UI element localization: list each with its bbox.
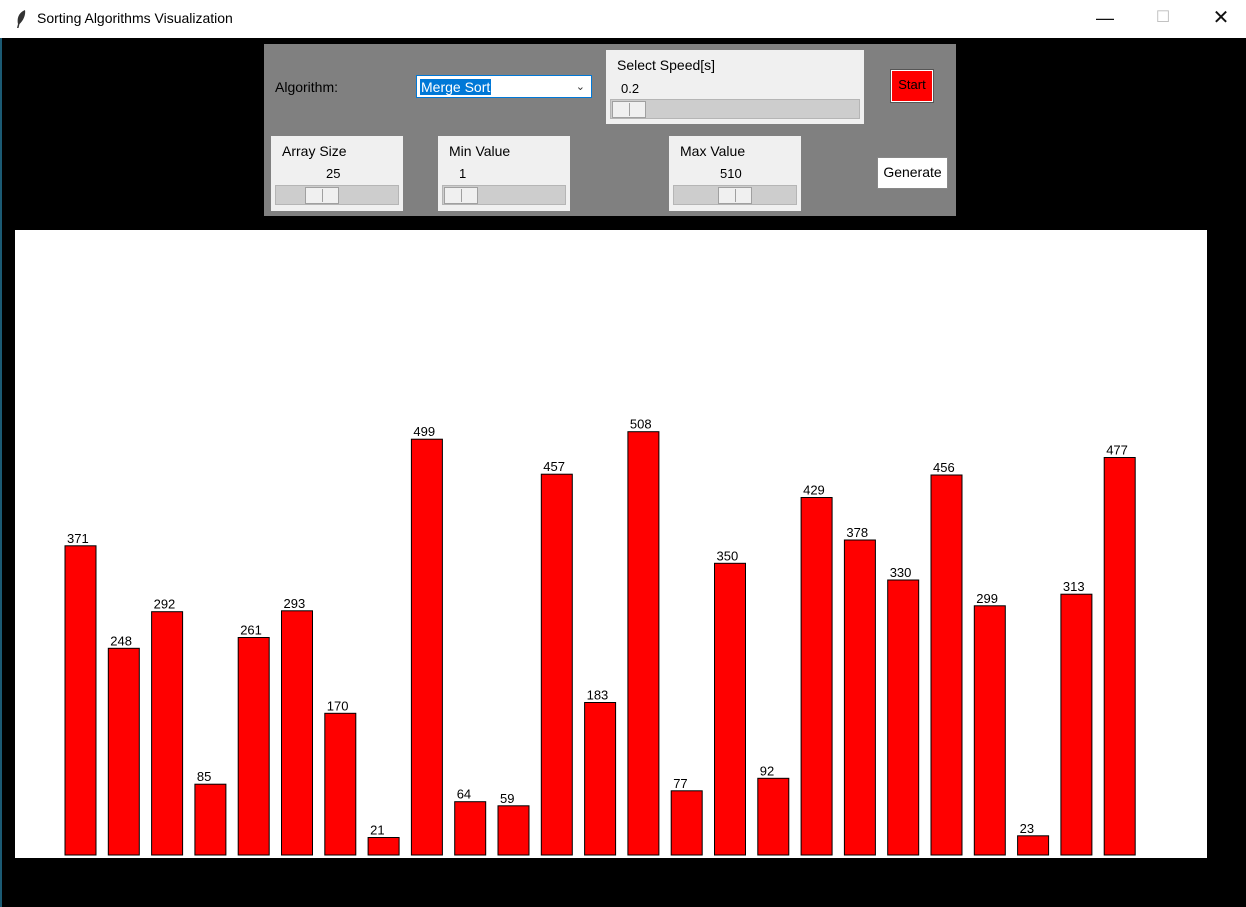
min-value-value: 1 [459, 166, 467, 181]
bar-value-label: 248 [110, 633, 132, 648]
bar-value-label: 429 [803, 483, 825, 498]
max-value-label: Max Value [680, 143, 746, 159]
bar-value-label: 330 [890, 565, 912, 580]
array-size-slider[interactable] [275, 185, 399, 205]
min-value-label: Min Value [449, 143, 511, 159]
speed-slider-thumb[interactable] [612, 101, 646, 118]
bar-value-label: 299 [976, 591, 998, 606]
bar [627, 431, 660, 856]
bar-value-label: 457 [543, 459, 565, 474]
bar [800, 497, 833, 856]
bar [540, 473, 573, 856]
bar [281, 610, 313, 856]
bar [973, 605, 1006, 856]
bar [1017, 835, 1050, 856]
speed-value: 0.2 [621, 81, 640, 96]
visualization-canvas: 371 248 292 85 261 293 170 21 499 64 59 457 183 508 77… [15, 230, 1207, 858]
title-bar: Sorting Algorithms Visualization — ☐ ✕ [0, 0, 1246, 38]
bar [1060, 593, 1093, 856]
bar-value-label: 261 [240, 623, 262, 638]
bar-value-label: 371 [67, 531, 89, 546]
bar-value-label: 456 [933, 460, 955, 475]
algorithm-label: Algorithm: [275, 79, 339, 95]
bar-value-label: 313 [1063, 579, 1085, 594]
chevron-down-icon[interactable]: ⌄ [575, 81, 585, 93]
bar-chart: 371 248 292 85 261 293 170 21 499 64 59 457 183 508 77… [64, 417, 1136, 856]
max-value-scale: Max Value 510 [669, 136, 801, 211]
max-value-slider[interactable] [673, 185, 797, 205]
array-size-slider-thumb[interactable] [305, 187, 340, 204]
bar [237, 637, 270, 856]
feather-icon [17, 10, 26, 28]
bar [454, 801, 487, 856]
bar [843, 539, 876, 856]
speed-slider[interactable] [610, 99, 860, 119]
bar [64, 545, 97, 856]
controls-panel: Algorithm: Merge Sort ⌄ Select Speed[s] … [264, 44, 956, 216]
bar-value-label: 64 [457, 787, 471, 802]
bar [151, 611, 184, 856]
window-left-edge [0, 0, 2, 907]
bar-value-label: 77 [673, 776, 687, 791]
bar [1103, 457, 1136, 856]
min-value-slider-thumb[interactable] [444, 187, 478, 204]
speed-scale: Select Speed[s] 0.2 [606, 50, 864, 124]
bar [107, 647, 140, 856]
bar [497, 805, 530, 856]
bar-value-label: 85 [197, 769, 211, 784]
bar [887, 579, 920, 856]
maximize-button[interactable]: ☐ [1155, 9, 1171, 26]
start-button[interactable]: Start [890, 69, 934, 103]
max-value-value: 510 [720, 166, 742, 181]
bar [410, 438, 443, 856]
array-size-scale: Array Size 25 [271, 136, 403, 211]
bar-value-label: 92 [760, 763, 774, 778]
bar-value-label: 508 [630, 417, 652, 432]
bar-value-label: 350 [717, 548, 739, 563]
bar [714, 562, 746, 856]
minimize-button[interactable]: — [1096, 8, 1114, 28]
bar [757, 777, 790, 856]
max-value-slider-thumb[interactable] [718, 187, 752, 204]
bar [670, 790, 703, 856]
bar-value-label: 477 [1106, 443, 1128, 458]
algorithm-select[interactable]: Merge Sort ⌄ [416, 75, 592, 98]
speed-label: Select Speed[s] [617, 57, 716, 73]
min-value-slider[interactable] [442, 185, 566, 205]
array-size-value: 25 [326, 166, 341, 181]
bar-value-label: 23 [1020, 821, 1034, 836]
bar-value-label: 292 [154, 597, 176, 612]
algorithm-select-value: Merge Sort [420, 79, 492, 95]
window-title: Sorting Algorithms Visualization [37, 10, 233, 26]
bar [324, 712, 357, 856]
bar [930, 474, 963, 856]
array-size-label: Array Size [282, 143, 347, 159]
bar [367, 837, 400, 856]
bar-value-label: 170 [327, 698, 349, 713]
bar [584, 702, 617, 856]
generate-button[interactable]: Generate [877, 157, 948, 189]
bar-value-label: 378 [846, 525, 868, 540]
bar-value-label: 499 [413, 424, 435, 439]
close-button[interactable]: ✕ [1212, 7, 1230, 29]
min-value-scale: Min Value 1 [438, 136, 570, 211]
bar-value-label: 59 [500, 791, 514, 806]
bar-value-label: 293 [284, 596, 306, 611]
bar-value-label: 21 [370, 823, 384, 838]
bar-value-label: 183 [587, 688, 609, 703]
bar [194, 783, 227, 856]
